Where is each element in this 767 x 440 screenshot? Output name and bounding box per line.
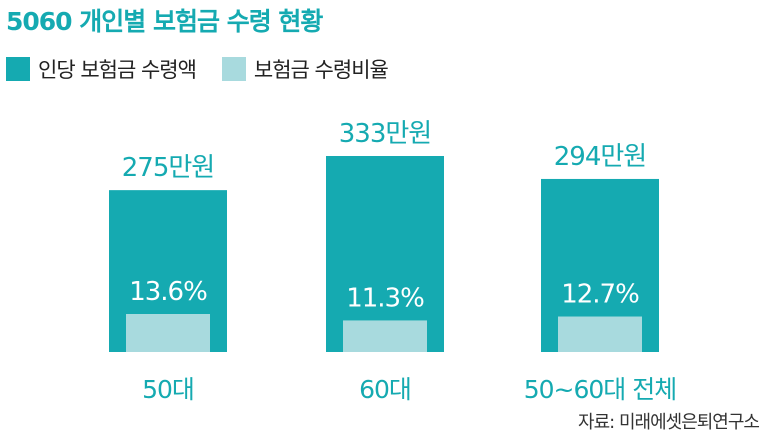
bar-ratio	[126, 314, 210, 352]
legend-item-ratio: 보험금 수령비율	[221, 54, 389, 84]
data-label-ratio: 13.6%	[129, 277, 207, 307]
bar-amount	[326, 156, 444, 352]
legend-swatch-ratio	[221, 57, 246, 81]
data-label-ratio: 12.7%	[561, 280, 639, 310]
category-label: 60대	[359, 375, 411, 404]
category-label: 50~60대 전체	[524, 375, 677, 404]
category-label: 50대	[142, 375, 194, 404]
data-label-amount: 275만원	[122, 153, 214, 183]
chart-title: 5060 개인별 보험금 수령 현황	[6, 7, 323, 36]
source-note: 자료: 미래에셋은퇴연구소	[578, 412, 760, 433]
data-label-ratio: 11.3%	[346, 283, 424, 313]
legend: 인당 보험금 수령액 보험금 수령비율	[6, 54, 414, 84]
data-label-amount: 294만원	[554, 142, 646, 172]
legend-swatch-amount	[6, 57, 30, 81]
legend-label-ratio: 보험금 수령비율	[253, 58, 389, 82]
bar-ratio	[558, 316, 642, 352]
bar-ratio	[343, 320, 427, 352]
legend-label-amount: 인당 보험금 수령액	[38, 58, 197, 82]
legend-item-amount: 인당 보험금 수령액	[6, 54, 197, 84]
data-label-amount: 333만원	[339, 119, 431, 149]
